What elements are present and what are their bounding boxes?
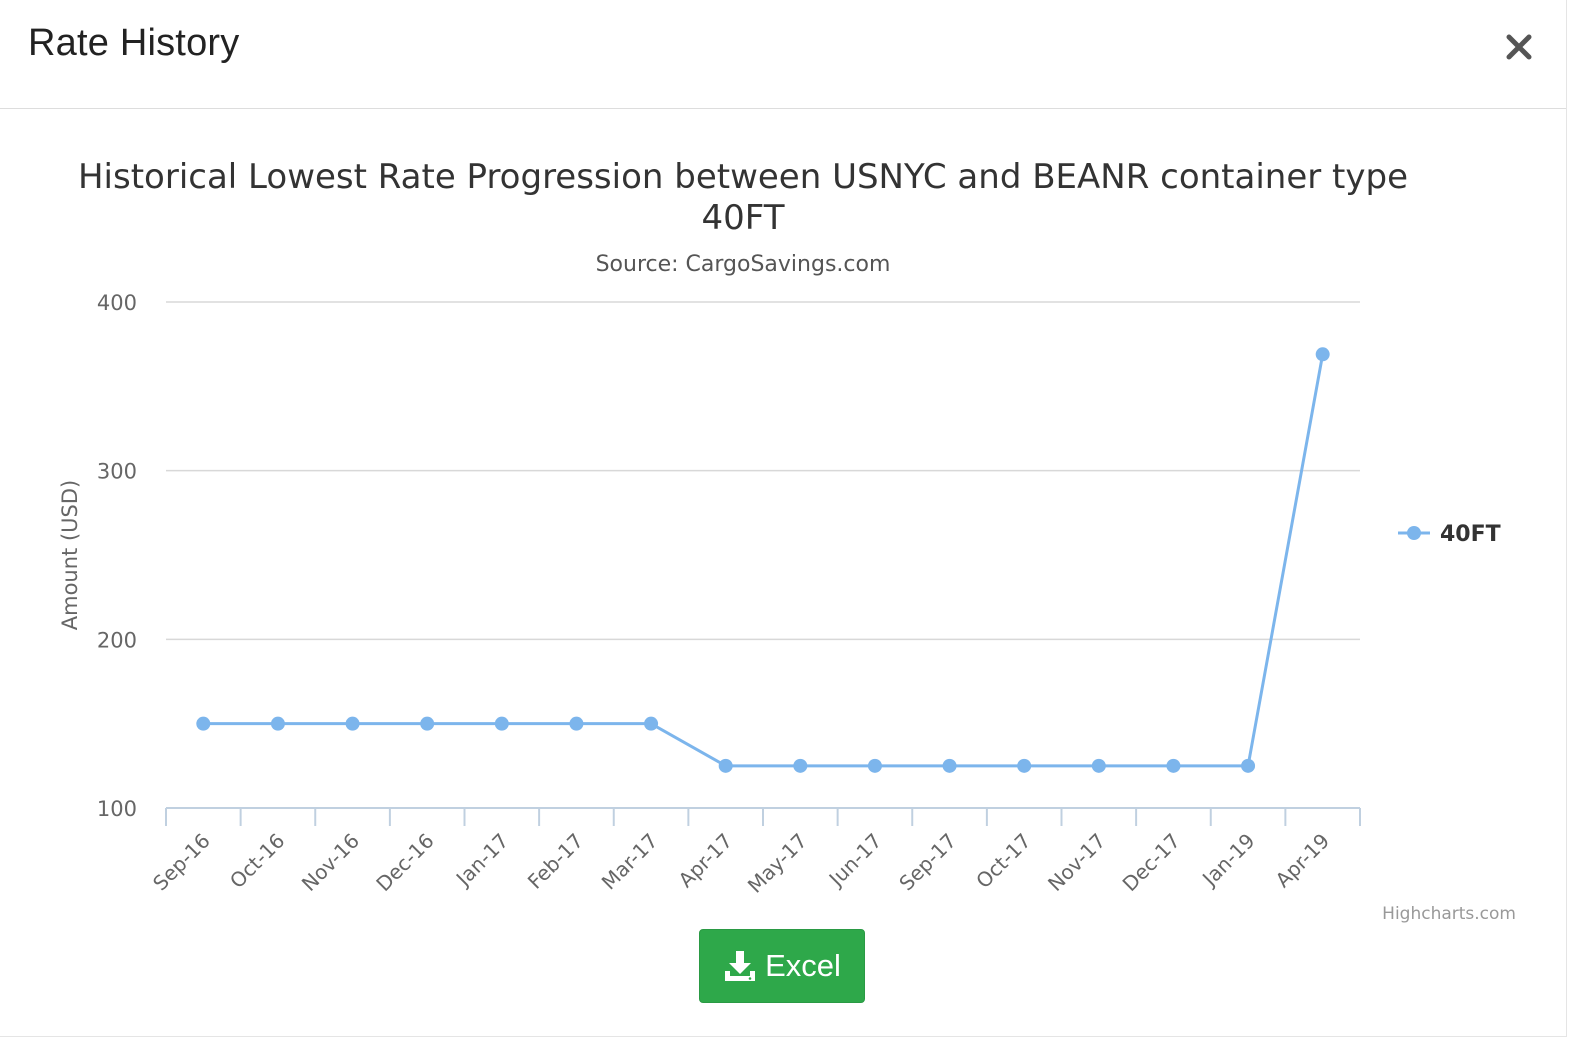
chart-title-line-2: 40FT [702, 198, 785, 238]
legend-label[interactable]: 40FT [1440, 522, 1501, 547]
modal-title: Rate History [28, 22, 240, 64]
close-icon [1506, 34, 1532, 60]
x-tick-label: Oct-16 [225, 829, 290, 894]
data-point[interactable] [1241, 758, 1256, 773]
chart-subtitle: Source: CargoSavings.com [596, 252, 891, 277]
data-point[interactable] [569, 716, 584, 731]
data-point[interactable] [793, 758, 808, 773]
x-tick-label: May-17 [743, 829, 812, 898]
data-point[interactable] [196, 716, 211, 731]
x-tick-label: Oct-17 [971, 829, 1036, 894]
data-point[interactable] [345, 716, 360, 731]
data-point[interactable] [270, 716, 285, 731]
chart-title-line-1: Historical Lowest Rate Progression betwe… [78, 157, 1408, 197]
data-point[interactable] [420, 716, 435, 731]
y-axis-ticks: 100 200 300 400 [97, 291, 137, 821]
modal-header: Rate History [0, 0, 1566, 109]
data-point[interactable] [1315, 347, 1330, 362]
data-point[interactable] [494, 716, 509, 731]
download-icon [725, 951, 756, 981]
close-button[interactable] [1496, 24, 1542, 70]
x-tick-label: Jan-17 [450, 829, 513, 892]
excel-export-button[interactable]: Excel [699, 929, 865, 1003]
x-tick-label: Apr-19 [1271, 829, 1335, 893]
rate-history-modal: Rate History Historical Lowest Rate Prog… [0, 0, 1567, 1037]
x-tick-label: Jan-19 [1196, 829, 1259, 892]
y-tick-label: 400 [97, 291, 137, 315]
legend[interactable]: 40FT [1398, 522, 1501, 547]
x-tick-label: Apr-17 [674, 829, 738, 893]
y-tick-label: 300 [97, 460, 137, 484]
rate-history-chart: Historical Lowest Rate Progression betwe… [58, 157, 1516, 924]
y-tick-label: 200 [97, 628, 137, 652]
data-point[interactable] [1091, 758, 1106, 773]
x-tick-label: Jun-17 [823, 829, 887, 893]
x-tick-label: Mar-17 [597, 829, 663, 895]
data-point[interactable] [942, 758, 957, 773]
x-tick-label: Nov-16 [297, 829, 364, 896]
y-axis-label: Amount (USD) [58, 480, 82, 630]
series-40ft [196, 347, 1330, 773]
data-point[interactable] [718, 758, 733, 773]
x-tick-label: Nov-17 [1043, 829, 1110, 896]
chart-credits[interactable]: Highcharts.com [1382, 904, 1516, 924]
x-tick-label: Dec-17 [1118, 829, 1185, 896]
grid-lines [166, 301, 1360, 641]
x-tick-label: Sep-17 [894, 829, 961, 896]
data-point[interactable] [644, 716, 659, 731]
data-point[interactable] [1017, 758, 1032, 773]
x-tick-label: Feb-17 [523, 829, 588, 894]
data-point[interactable] [867, 758, 882, 773]
excel-button-label: Excel [765, 948, 841, 983]
x-axis: Sep-16 Oct-16 Nov-16 Dec-16 Jan-17 Feb-17 Mar-… [148, 807, 1361, 898]
series-line [203, 354, 1325, 768]
data-point[interactable] [1166, 758, 1181, 773]
y-tick-label: 100 [97, 797, 137, 821]
x-tick-label: Dec-16 [371, 829, 438, 896]
legend-marker [1407, 526, 1421, 540]
x-tick-label: Sep-16 [148, 829, 215, 896]
